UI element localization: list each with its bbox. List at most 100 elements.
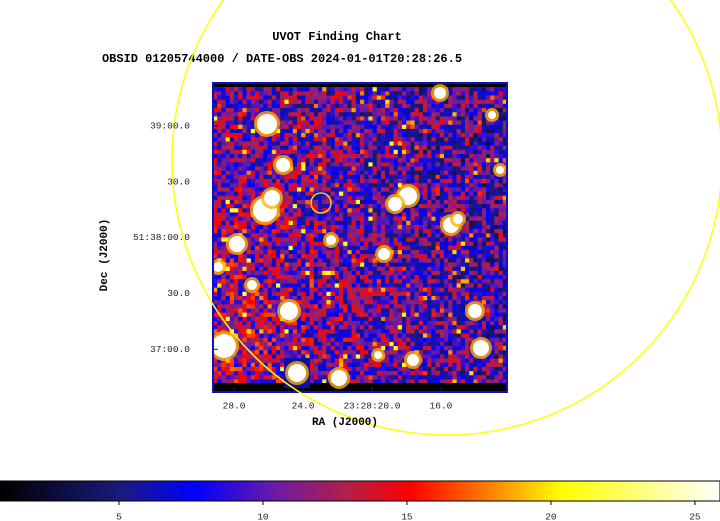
sky-pixel [490,99,495,105]
sky-pixel [423,99,428,105]
sky-pixel [410,287,415,293]
sky-pixel [242,187,247,192]
sky-pixel [418,341,424,347]
sky-pixel [494,283,499,288]
sky-pixel [255,153,260,159]
sky-pixel [414,112,420,117]
sky-pixel [343,362,348,368]
sky-pixel [385,224,390,230]
sky-pixel [431,366,436,372]
sky-pixel [250,337,256,343]
sky-pixel [330,300,336,305]
sky-pixel [221,321,226,326]
sky-pixel [276,316,281,322]
sky-pixel [406,321,411,326]
sky-pixel [435,108,441,113]
sky-pixel [225,258,231,263]
sky-pixel [284,283,289,288]
sky-pixel [477,91,483,96]
sky-pixel [423,358,428,364]
sky-pixel [460,371,466,376]
sky-pixel [494,124,499,130]
sky-pixel [318,191,323,197]
sky-pixel [364,170,369,176]
sky-pixel [234,308,239,313]
sky-pixel [406,237,411,242]
sky-pixel [368,116,373,121]
sky-pixel [330,258,336,263]
sky-pixel [250,358,256,364]
sky-pixel [414,212,420,217]
sky-pixel [481,103,487,109]
sky-pixel [477,250,483,255]
sky-pixel [234,325,239,330]
sky-pixel [343,258,348,263]
sky-pixel [351,170,357,176]
sky-pixel [456,204,462,209]
sky-pixel [360,141,365,146]
sky-pixel [213,141,218,146]
sky-pixel [414,116,420,121]
sky-pixel [381,91,386,96]
sky-pixel [284,233,289,238]
sky-pixel [469,162,474,167]
sky-pixel [381,183,386,188]
sky-pixel [238,279,243,284]
sky-pixel [452,333,457,339]
sky-pixel [297,137,302,142]
sky-pixel [460,304,466,309]
sky-pixel [368,262,373,268]
sky-pixel [313,216,319,222]
sky-pixel [259,375,264,380]
sky-pixel [410,216,415,222]
sky-pixel [360,321,365,326]
sky-pixel [490,258,495,263]
sky-pixel [498,128,504,134]
sky-pixel [389,137,394,142]
sky-pixel [250,162,256,167]
sky-pixel [263,379,268,384]
sky-pixel [276,103,281,109]
sky-pixel [334,91,340,96]
sky-pixel [259,250,264,255]
sky-pixel [477,166,483,171]
sky-pixel [288,241,294,247]
sky-pixel [490,133,495,138]
sky-pixel [402,166,407,171]
sky-pixel [481,362,487,368]
sky-pixel [465,208,470,213]
sky-pixel [297,295,302,301]
sky-pixel [292,124,298,130]
sky-pixel [297,87,302,92]
sky-pixel [402,266,407,272]
sky-pixel [217,295,222,301]
sky-pixel [238,270,243,276]
sky-pixel [213,153,218,159]
sky-pixel [427,174,432,180]
sky-pixel [292,153,298,159]
sky-pixel [423,116,428,121]
sky-pixel [410,212,415,217]
sky-pixel [406,245,411,251]
sky-pixel [242,371,247,376]
sky-pixel [330,283,336,288]
sky-pixel [410,158,415,163]
sky-pixel [276,287,281,293]
sky-pixel [284,270,289,276]
sky-pixel [397,337,403,343]
sky-pixel [301,270,306,276]
sky-pixel [456,174,462,180]
sky-pixel [397,124,403,130]
sky-pixel [313,112,319,117]
sky-pixel [229,366,235,372]
sky-pixel [343,237,348,242]
sky-pixel [435,371,441,376]
sky-pixel [238,133,243,138]
sky-pixel [276,91,281,96]
sky-pixel [313,116,319,121]
sky-pixel [397,329,403,334]
sky-pixel [486,166,491,171]
sky-pixel [456,358,462,364]
sky-pixel [250,187,256,192]
sky-pixel [330,270,336,276]
